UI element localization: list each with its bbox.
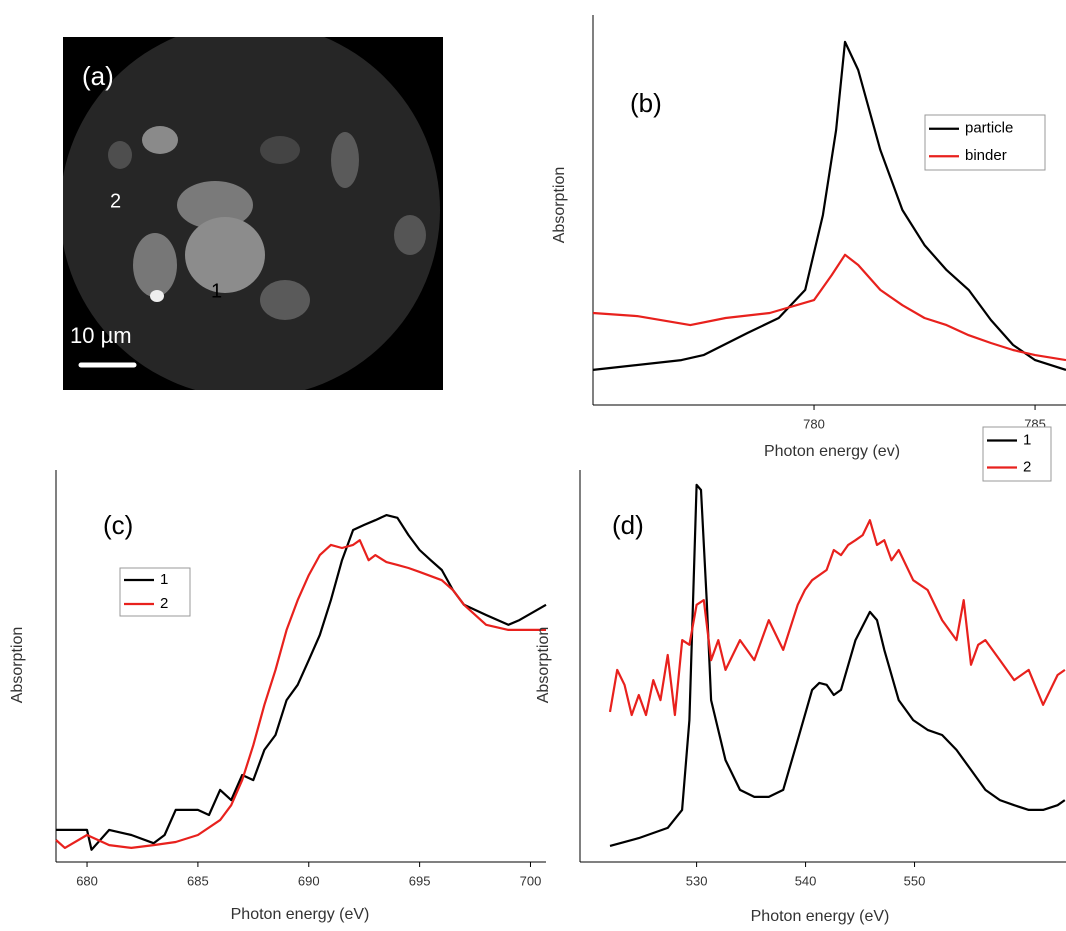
x-tick-label: 550 xyxy=(904,873,926,888)
panel-label: (d) xyxy=(612,510,644,540)
x-tick-label: 530 xyxy=(686,873,708,888)
legend-label: particle xyxy=(965,120,1013,137)
annotation: 2 xyxy=(110,190,121,212)
legend-label: 1 xyxy=(160,571,168,588)
legend-box xyxy=(924,114,1046,171)
particle xyxy=(142,126,178,154)
panel-label: (a) xyxy=(82,61,114,91)
particle xyxy=(260,280,310,320)
spectrum-line xyxy=(55,539,546,849)
x-tick-label: 685 xyxy=(187,873,209,888)
x-tick-label: 695 xyxy=(409,873,431,888)
panel-label: (b) xyxy=(630,88,662,118)
spectrum-line xyxy=(56,514,547,851)
legend-label: 2 xyxy=(160,595,168,612)
spectrum-line xyxy=(608,519,1066,717)
y-axis-label: Absorption xyxy=(551,167,568,244)
x-axis-label: Photon energy (eV) xyxy=(231,906,370,923)
particle xyxy=(150,290,164,302)
spectrum-line xyxy=(592,40,1066,371)
spectrum-line xyxy=(592,253,1066,362)
particle xyxy=(133,233,177,297)
particle xyxy=(177,181,253,229)
x-tick-label: 540 xyxy=(795,873,817,888)
x-tick-label: 690 xyxy=(298,873,320,888)
legend-label: 2 xyxy=(1023,458,1031,475)
legend: 12 xyxy=(119,567,191,617)
legend-label: binder xyxy=(965,147,1007,164)
spectrum-line xyxy=(609,483,1066,847)
x-axis-label: Photon energy (eV) xyxy=(751,908,890,925)
x-tick-label: 780 xyxy=(803,416,825,431)
legend-label: 1 xyxy=(1023,431,1031,448)
annotation: 1 xyxy=(211,280,222,302)
legend-box xyxy=(119,567,191,617)
x-axis-label: Photon energy (ev) xyxy=(764,443,900,460)
particle xyxy=(331,132,359,188)
particle xyxy=(185,217,265,293)
legend-box xyxy=(982,426,1052,482)
panel-label: (c) xyxy=(103,510,133,540)
y-axis-label: Absorption xyxy=(9,627,26,704)
legend: particle binder xyxy=(924,114,1046,171)
micrograph: (a) 2 1 10 µm xyxy=(63,37,443,390)
particle xyxy=(394,215,426,255)
legend: 12 xyxy=(982,426,1052,482)
scale-label: 10 µm xyxy=(70,323,132,348)
particle xyxy=(108,141,132,169)
x-tick-label: 700 xyxy=(520,873,542,888)
x-tick-label: 680 xyxy=(76,873,98,888)
y-axis-label: Absorption xyxy=(535,627,552,704)
particle xyxy=(260,136,300,164)
